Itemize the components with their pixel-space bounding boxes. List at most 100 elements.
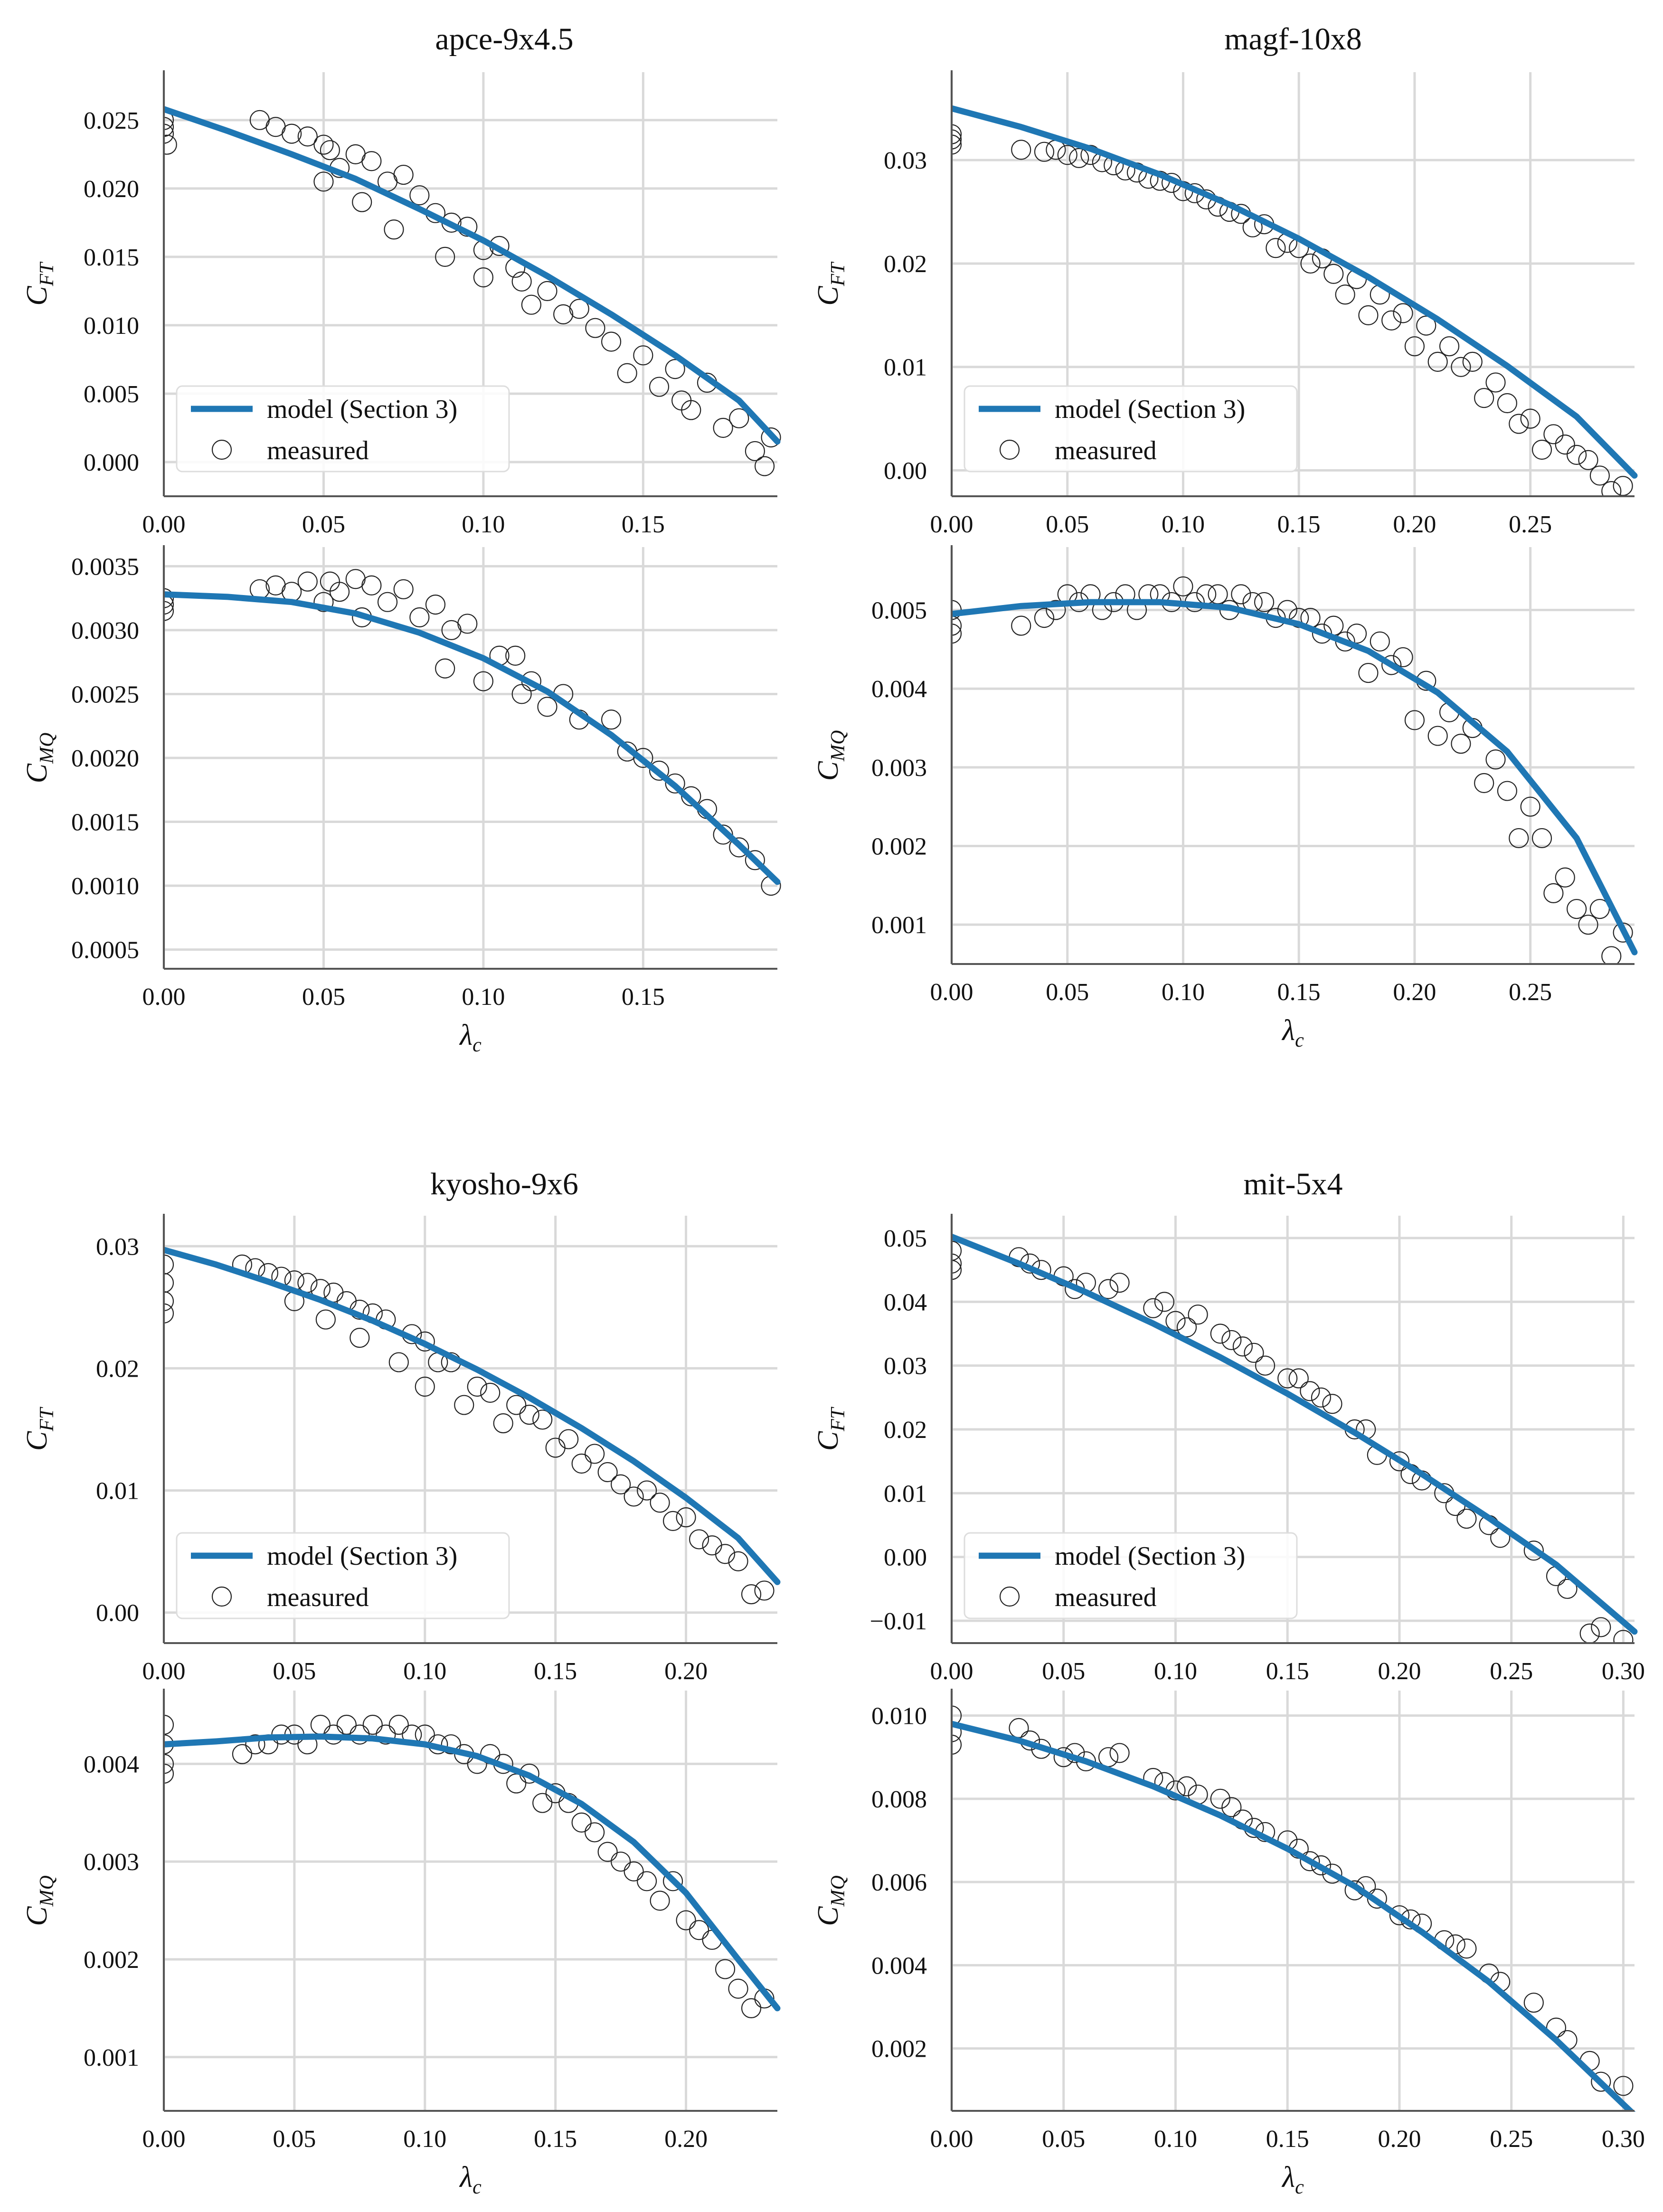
apce-top-measured-point [681,400,701,420]
kyosho-bottom-xlabel: λc [459,2161,482,2198]
kyosho-bottom-measured-point [624,1861,644,1881]
apce-top-measured-point [745,441,765,462]
apce-top-ytick-label: 0.025 [84,107,139,134]
mit-top-xtick-label: 0.00 [930,1658,973,1685]
mit-bottom-measured-point [1176,1776,1197,1796]
kyosho-bottom-measured-point [245,1734,265,1755]
apce-top-measured-point [601,331,622,352]
mit-top-xtick-label: 0.05 [1042,1658,1085,1685]
mit-top-measured-point [1154,1292,1175,1312]
kyosho-top-measured-point [493,1413,513,1434]
mit-bottom-ytick-label: 0.004 [871,1952,927,1979]
title-apce: apce-9x4.5 [435,22,573,57]
mit-top-measured-point [1277,1368,1298,1389]
mit-bottom-xtick-label: 0.20 [1378,2126,1421,2153]
mit-top-ytick-label: 0.01 [884,1480,927,1507]
apce-top-measured-point [729,408,749,428]
title-magf: magf-10x8 [1224,22,1362,57]
magf-bottom-measured-point [1404,710,1425,730]
mit-bottom-ylabel: CMQ [812,1875,849,1926]
magf-top-ytick-label: 0.02 [884,251,927,278]
apce-top-ytick-label: 0.005 [84,381,139,408]
kyosho-top-measured-point [480,1382,501,1403]
kyosho-bottom-ytick-label: 0.001 [84,2044,139,2071]
mit-top-legend-measured-label: measured [1055,1583,1157,1612]
magf-bottom-ytick-label: 0.003 [871,755,927,782]
mit-bottom-measured-point [1613,2076,1634,2096]
magf-top-measured-point [1034,142,1055,162]
apce-top-xtick-label: 0.00 [142,511,186,538]
magf-bottom-ytick-label: 0.004 [871,676,927,703]
magf-top-measured-point [1578,450,1598,470]
magf-top-legend-frame [964,385,1298,473]
apce-top-legend-marker-swatch [211,439,232,460]
apce-bottom-measured-point [361,575,382,596]
kyosho-top-measured-point [597,1462,618,1483]
kyosho-top-xtick-label: 0.05 [273,1658,316,1685]
kyosho-top-measured-point [624,1486,644,1507]
magf-top-measured-point [1057,145,1077,165]
apce-top-measured-point [761,427,781,448]
apce-top-measured-point [163,134,177,155]
magf-bottom-measured-point [1381,655,1402,675]
kyosho-bottom-xtick-label: 0.05 [273,2126,316,2153]
apce-bottom-ylabel: CMQ [21,733,58,784]
magf-top-measured-point [1427,351,1448,372]
mit-bottom-measured-point [1456,1938,1477,1959]
magf-bottom-measured-point [1427,726,1448,746]
magf-bottom-measured-point [1011,615,1031,636]
apce-bottom-ytick-label: 0.0025 [71,681,139,708]
apce-bottom-ytick-label: 0.0010 [71,873,139,900]
kyosho-top-measured-point [741,1584,762,1605]
kyosho-bottom-ylabel: CMQ [21,1875,58,1926]
kyosho-bottom-ytick-label: 0.003 [84,1849,139,1876]
kyosho-bottom-measured-point [532,1793,553,1813]
apce-bottom-xtick-label: 0.10 [462,983,505,1011]
panel-apce-torque: 0.0005 0.0010 0.0015 0.0020 0.0025 0.0030 0.00… [21,545,781,1056]
kyosho-top-legend-marker-swatch [211,1586,232,1607]
apce-bottom-ytick-label: 0.0030 [71,617,139,644]
magf-top-xtick-label: 0.25 [1509,511,1552,538]
kyosho-bottom-xtick-label: 0.20 [664,2126,708,2153]
magf-top-measured-point [1416,315,1436,336]
apce-top-measured-point [361,151,382,171]
apce-top-measured-point [585,318,605,338]
mit-bottom-measured-point [1300,1851,1320,1872]
magf-bottom-measured-point [1531,828,1552,849]
apce-bottom-xtick-label: 0.05 [302,983,345,1011]
apce-bottom-ytick-label: 0.0015 [71,809,139,836]
kyosho-top-legend-model-label: model (Section 3) [267,1541,457,1571]
apce-top-measured-point [511,271,532,292]
kyosho-top-measured-point [519,1405,539,1425]
magf-top-measured-point [1300,253,1321,274]
kyosho-top-measured-point [637,1480,657,1501]
apce-top-ytick-label: 0.020 [84,176,139,203]
kyosho-top-model-line [163,1247,781,1585]
magf-top-xtick-label: 0.15 [1277,511,1321,538]
magf-bottom-xtick-label: 0.15 [1277,979,1321,1006]
apce-top-measured-point [553,304,574,324]
mit-bottom-ytick-label: 0.008 [871,1786,927,1813]
mit-bottom-ytick-label: 0.006 [871,1869,927,1896]
apce-bottom-measured-point [313,592,334,612]
kyosho-top-measured-point [315,1309,336,1330]
magf-bottom-measured-point [1567,898,1587,919]
kyosho-bottom-measured-point [676,1910,696,1930]
magf-top-measured-point [1462,351,1483,372]
magf-top-measured-point [1069,148,1089,168]
mit-top-measured-point [1176,1317,1197,1338]
magf-bottom-xtick-label: 0.00 [930,979,973,1006]
mit-top-measured-point [1389,1451,1410,1472]
apce-bottom-measured-point [745,850,765,870]
magf-bottom-measured-point [1393,647,1413,668]
kyosho-top-ytick-label: 0.00 [96,1600,139,1627]
kyosho-top-measured-point [585,1444,605,1464]
mit-top-ylabel: CFT [812,1407,849,1451]
magf-top-legend: model (Section 3) measured [964,385,1298,473]
mit-top-xtick-label: 0.10 [1154,1658,1197,1685]
kyosho-top-ylabel: CFT [21,1407,58,1451]
kyosho-bottom-ytick-label: 0.002 [84,1947,139,1974]
mit-top-measured-point [1613,1630,1634,1644]
magf-top-measured-point [1451,357,1471,377]
magf-bottom-xlabel: λc [1281,1014,1304,1051]
